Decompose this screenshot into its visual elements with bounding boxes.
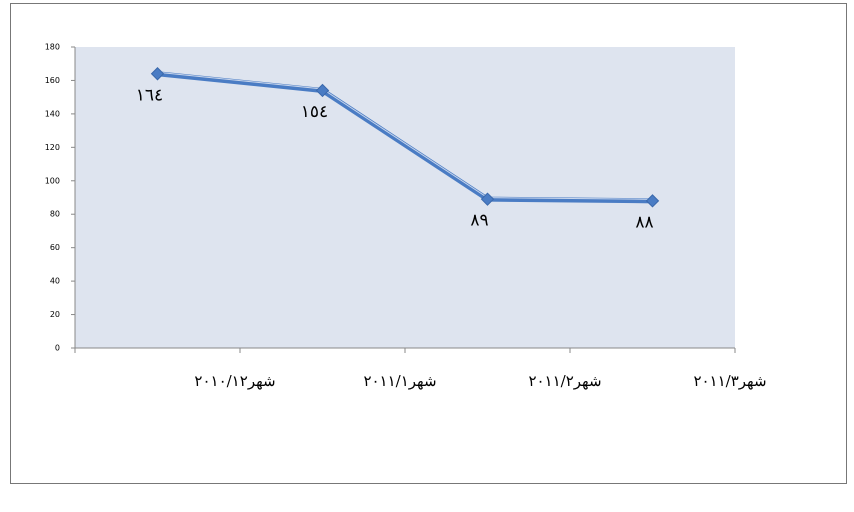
data-label: ٨٨	[635, 212, 653, 232]
y-tick-label: 160	[45, 76, 60, 85]
y-tick-label: 180	[45, 43, 60, 52]
y-tick-label: 120	[45, 143, 60, 152]
y-tick-label: 100	[45, 176, 60, 185]
data-label: ٨٩	[470, 211, 488, 231]
marker	[645, 194, 660, 208]
series-line-highlight	[157, 71, 653, 200]
data-label: ١٥٤	[301, 102, 328, 122]
marker	[480, 192, 495, 206]
y-tick-label: 20	[50, 310, 60, 319]
x-tick-label: شهر٢٠١١/١	[363, 372, 436, 390]
y-tick-label: 60	[50, 243, 60, 252]
x-tick-label: شهر٢٠١١/٢	[528, 372, 601, 390]
marker	[150, 67, 165, 81]
x-tick-label: شهر٢٠١١/٣	[693, 372, 766, 390]
marker	[315, 83, 330, 98]
y-tick-label: 80	[50, 210, 60, 219]
plot-area	[75, 47, 735, 348]
series-line	[157, 71, 653, 204]
y-tick-label: 140	[45, 109, 60, 118]
y-tick-label: 40	[50, 277, 60, 286]
x-tick-label: شهر٢٠١٠/١٢	[194, 372, 275, 390]
y-tick-label: 0	[55, 344, 60, 353]
data-label: ١٦٤	[136, 85, 163, 105]
